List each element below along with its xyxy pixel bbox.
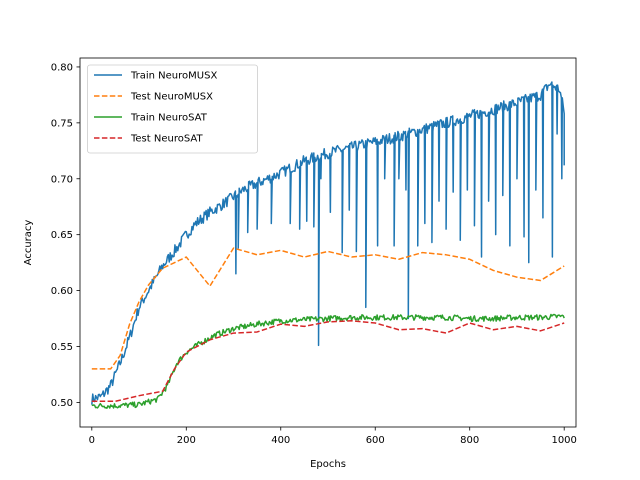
axes-frame (79, 57, 577, 428)
y-tick-label: 0.55 (51, 342, 73, 353)
y-axis-ticks: 0.50 0.55 0.60 0.65 0.70 0.75 0.80 (51, 62, 80, 409)
x-tick-label: 1000 (551, 435, 576, 446)
x-axis-ticks: 0 200 400 600 800 1000 (89, 427, 577, 446)
x-tick-label: 600 (366, 435, 385, 446)
plot-area (91, 81, 565, 409)
series-line-train-neurosat (91, 313, 565, 409)
x-tick-label: 200 (177, 435, 196, 446)
y-tick-label: 0.75 (51, 118, 73, 129)
y-tick-label: 0.50 (51, 398, 73, 409)
legend-label: Train NeuroMUSX (130, 71, 217, 82)
legend-label: Train NeuroSAT (130, 113, 208, 124)
legend-label: Test NeuroSAT (130, 134, 203, 145)
y-axis-label: Accuracy (23, 220, 34, 266)
x-axis-label: Epochs (310, 459, 346, 470)
series-layer (91, 81, 565, 409)
y-tick-label: 0.70 (51, 174, 73, 185)
y-tick-label: 0.80 (51, 62, 73, 73)
x-tick-label: 800 (460, 435, 479, 446)
y-tick-label: 0.60 (51, 286, 73, 297)
legend-label: Test NeuroMUSX (130, 92, 213, 103)
y-tick-label: 0.65 (51, 230, 73, 241)
x-tick-label: 400 (271, 435, 290, 446)
legend: Train NeuroMUSX Test NeuroMUSX Train Neuro… (87, 64, 258, 154)
series-line-train-neuromusx (91, 81, 565, 405)
legend-box (87, 64, 258, 154)
series-line-test-neurosat (91, 320, 565, 403)
x-tick-label: 0 (89, 435, 95, 446)
series-line-test-neuromusx (91, 247, 565, 370)
